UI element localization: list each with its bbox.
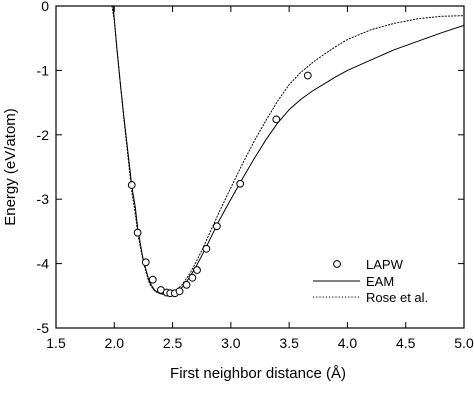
- lapw-data-point: [212, 222, 221, 231]
- x-tick-label: 4.5: [396, 335, 416, 351]
- lapw-data-point: [133, 228, 142, 237]
- lapw-data-point: [272, 115, 281, 124]
- x-tick-label: 2.5: [163, 335, 183, 351]
- lapw-data-point: [182, 280, 191, 289]
- lapw-data-point: [188, 273, 197, 282]
- lapw-data-point: [175, 287, 184, 296]
- series-eam-line: [112, 6, 464, 295]
- lapw-data-point: [127, 181, 136, 189]
- series-rose-line: [111, 6, 464, 296]
- lapw-data-point: [141, 258, 150, 267]
- x-axis-label: First neighbor distance (Å): [170, 365, 346, 382]
- x-tick-label: 5.0: [454, 335, 474, 351]
- legend-lapw-label: LAPW: [366, 257, 404, 272]
- series-layer: [111, 6, 464, 296]
- x-tick-label: 3.5: [279, 335, 299, 351]
- y-tick-label: -3: [37, 191, 50, 207]
- y-tick-label: -2: [37, 127, 50, 143]
- y-tick-label: -5: [37, 320, 50, 336]
- y-tick-label: -1: [37, 62, 50, 78]
- y-tick-label: 0: [41, 0, 49, 14]
- lapw-data-point: [193, 266, 201, 274]
- ticks-layer: 1.5 2.0 2.5 3.0 3.5 4.0 4.5 5.0 0 -1 -2 -3 -4 -5: [37, 0, 474, 351]
- lapw-data-point: [303, 71, 312, 80]
- plot-frame: [55, 5, 465, 329]
- lapw-data-point: [148, 275, 157, 284]
- y-tick-label: -4: [37, 256, 50, 272]
- legend-lapw-marker: [333, 260, 341, 268]
- lapw-data-point: [236, 179, 245, 188]
- x-tick-label: 3.0: [221, 335, 241, 351]
- x-tick-label: 2.0: [105, 335, 125, 351]
- lapw-data-point: [202, 244, 211, 253]
- x-tick-label: 4.0: [338, 335, 358, 351]
- x-tick-label: 1.5: [46, 335, 66, 351]
- legend: LAPW EAM Rose et al.: [313, 257, 428, 305]
- legend-rose-label: Rose et al.: [366, 290, 428, 305]
- y-axis-label: Energy (eV/atom): [2, 108, 19, 226]
- marker-layer: [127, 71, 312, 298]
- legend-eam-label: EAM: [366, 274, 394, 289]
